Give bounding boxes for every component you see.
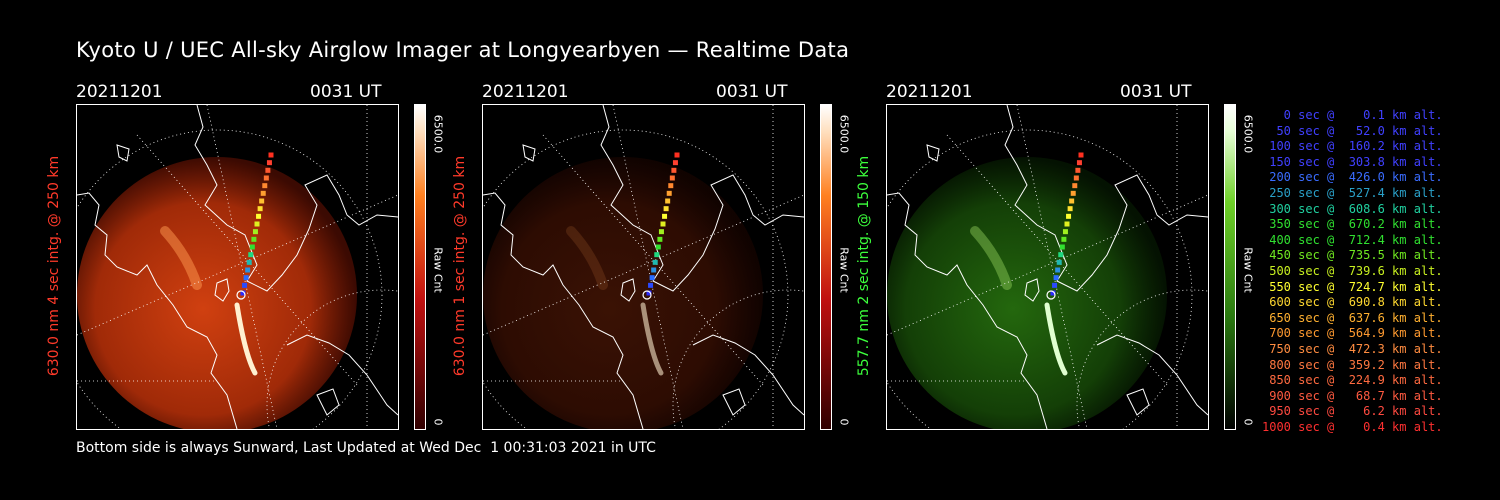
allsky-image: [482, 104, 805, 430]
colorbar-min: 0: [837, 418, 851, 426]
panel-date: 20211201: [76, 82, 163, 102]
legend-row: 300 sec @ 608.6 km alt.: [1262, 201, 1443, 216]
legend-row: 450 sec @ 735.5 km alt.: [1262, 248, 1443, 263]
altitude-legend: 0 sec @ 0.1 km alt. 50 sec @ 52.0 km alt…: [1262, 108, 1443, 435]
legend-row: 750 sec @ 472.3 km alt.: [1262, 341, 1443, 356]
legend-row: 950 sec @ 6.2 km alt.: [1262, 404, 1443, 419]
page-title: Kyoto U / UEC All-sky Airglow Imager at …: [76, 38, 850, 62]
legend-row: 150 sec @ 303.8 km alt.: [1262, 154, 1443, 169]
legend-row: 350 sec @ 670.2 km alt.: [1262, 217, 1443, 232]
colorbar-max: 6500.0: [1241, 114, 1255, 154]
panel-time: 0031 UT: [1120, 82, 1192, 102]
legend-row: 900 sec @ 68.7 km alt.: [1262, 388, 1443, 403]
allsky-image: [886, 104, 1209, 430]
colorbar: [820, 104, 832, 430]
panel-time: 0031 UT: [716, 82, 788, 102]
legend-row: 250 sec @ 527.4 km alt.: [1262, 185, 1443, 200]
colorbar-max: 6500.0: [837, 114, 851, 154]
colorbar-label: Raw Cnt: [837, 247, 851, 293]
colorbar: [414, 104, 426, 430]
legend-row: 700 sec @ 564.9 km alt.: [1262, 326, 1443, 341]
colorbar-min: 0: [1241, 418, 1255, 426]
panel-ylabel: 557.7 nm 2 sec intg. @ 150 km: [856, 155, 872, 377]
legend-row: 400 sec @ 712.4 km alt.: [1262, 232, 1443, 247]
legend-row: 1000 sec @ 0.4 km alt.: [1262, 419, 1443, 434]
imager-panel-630-1s: 20211201 0031 UT 630.0 nm 1 sec intg. @ …: [452, 80, 882, 432]
panel-date: 20211201: [886, 82, 973, 102]
legend-row: 100 sec @ 160.2 km alt.: [1262, 139, 1443, 154]
imager-panel-630-4s: 20211201 0031 UT 630.0 nm 4 sec intg. @ …: [46, 80, 476, 432]
panel-date: 20211201: [482, 82, 569, 102]
allsky-image: [76, 104, 399, 430]
legend-row: 50 sec @ 52.0 km alt.: [1262, 123, 1443, 138]
legend-row: 550 sec @ 724.7 km alt.: [1262, 279, 1443, 294]
legend-row: 600 sec @ 690.8 km alt.: [1262, 295, 1443, 310]
legend-row: 0 sec @ 0.1 km alt.: [1262, 108, 1443, 122]
legend-row: 650 sec @ 637.6 km alt.: [1262, 310, 1443, 325]
panel-time: 0031 UT: [310, 82, 382, 102]
colorbar: [1224, 104, 1236, 430]
colorbar-min: 0: [431, 418, 445, 426]
footer-note: Bottom side is always Sunward, Last Upda…: [76, 440, 656, 456]
colorbar-label: Raw Cnt: [431, 247, 445, 293]
colorbar-label: Raw Cnt: [1241, 247, 1255, 293]
legend-row: 200 sec @ 426.0 km alt.: [1262, 170, 1443, 185]
legend-row: 800 sec @ 359.2 km alt.: [1262, 357, 1443, 372]
legend-row: 850 sec @ 224.9 km alt.: [1262, 373, 1443, 388]
panel-ylabel: 630.0 nm 4 sec intg. @ 250 km: [46, 155, 62, 377]
colorbar-max: 6500.0: [431, 114, 445, 154]
legend-row: 500 sec @ 739.6 km alt.: [1262, 263, 1443, 278]
panel-ylabel: 630.0 nm 1 sec intg. @ 250 km: [452, 155, 468, 377]
imager-panel-5577-2s: 20211201 0031 UT 557.7 nm 2 sec intg. @ …: [856, 80, 1286, 432]
